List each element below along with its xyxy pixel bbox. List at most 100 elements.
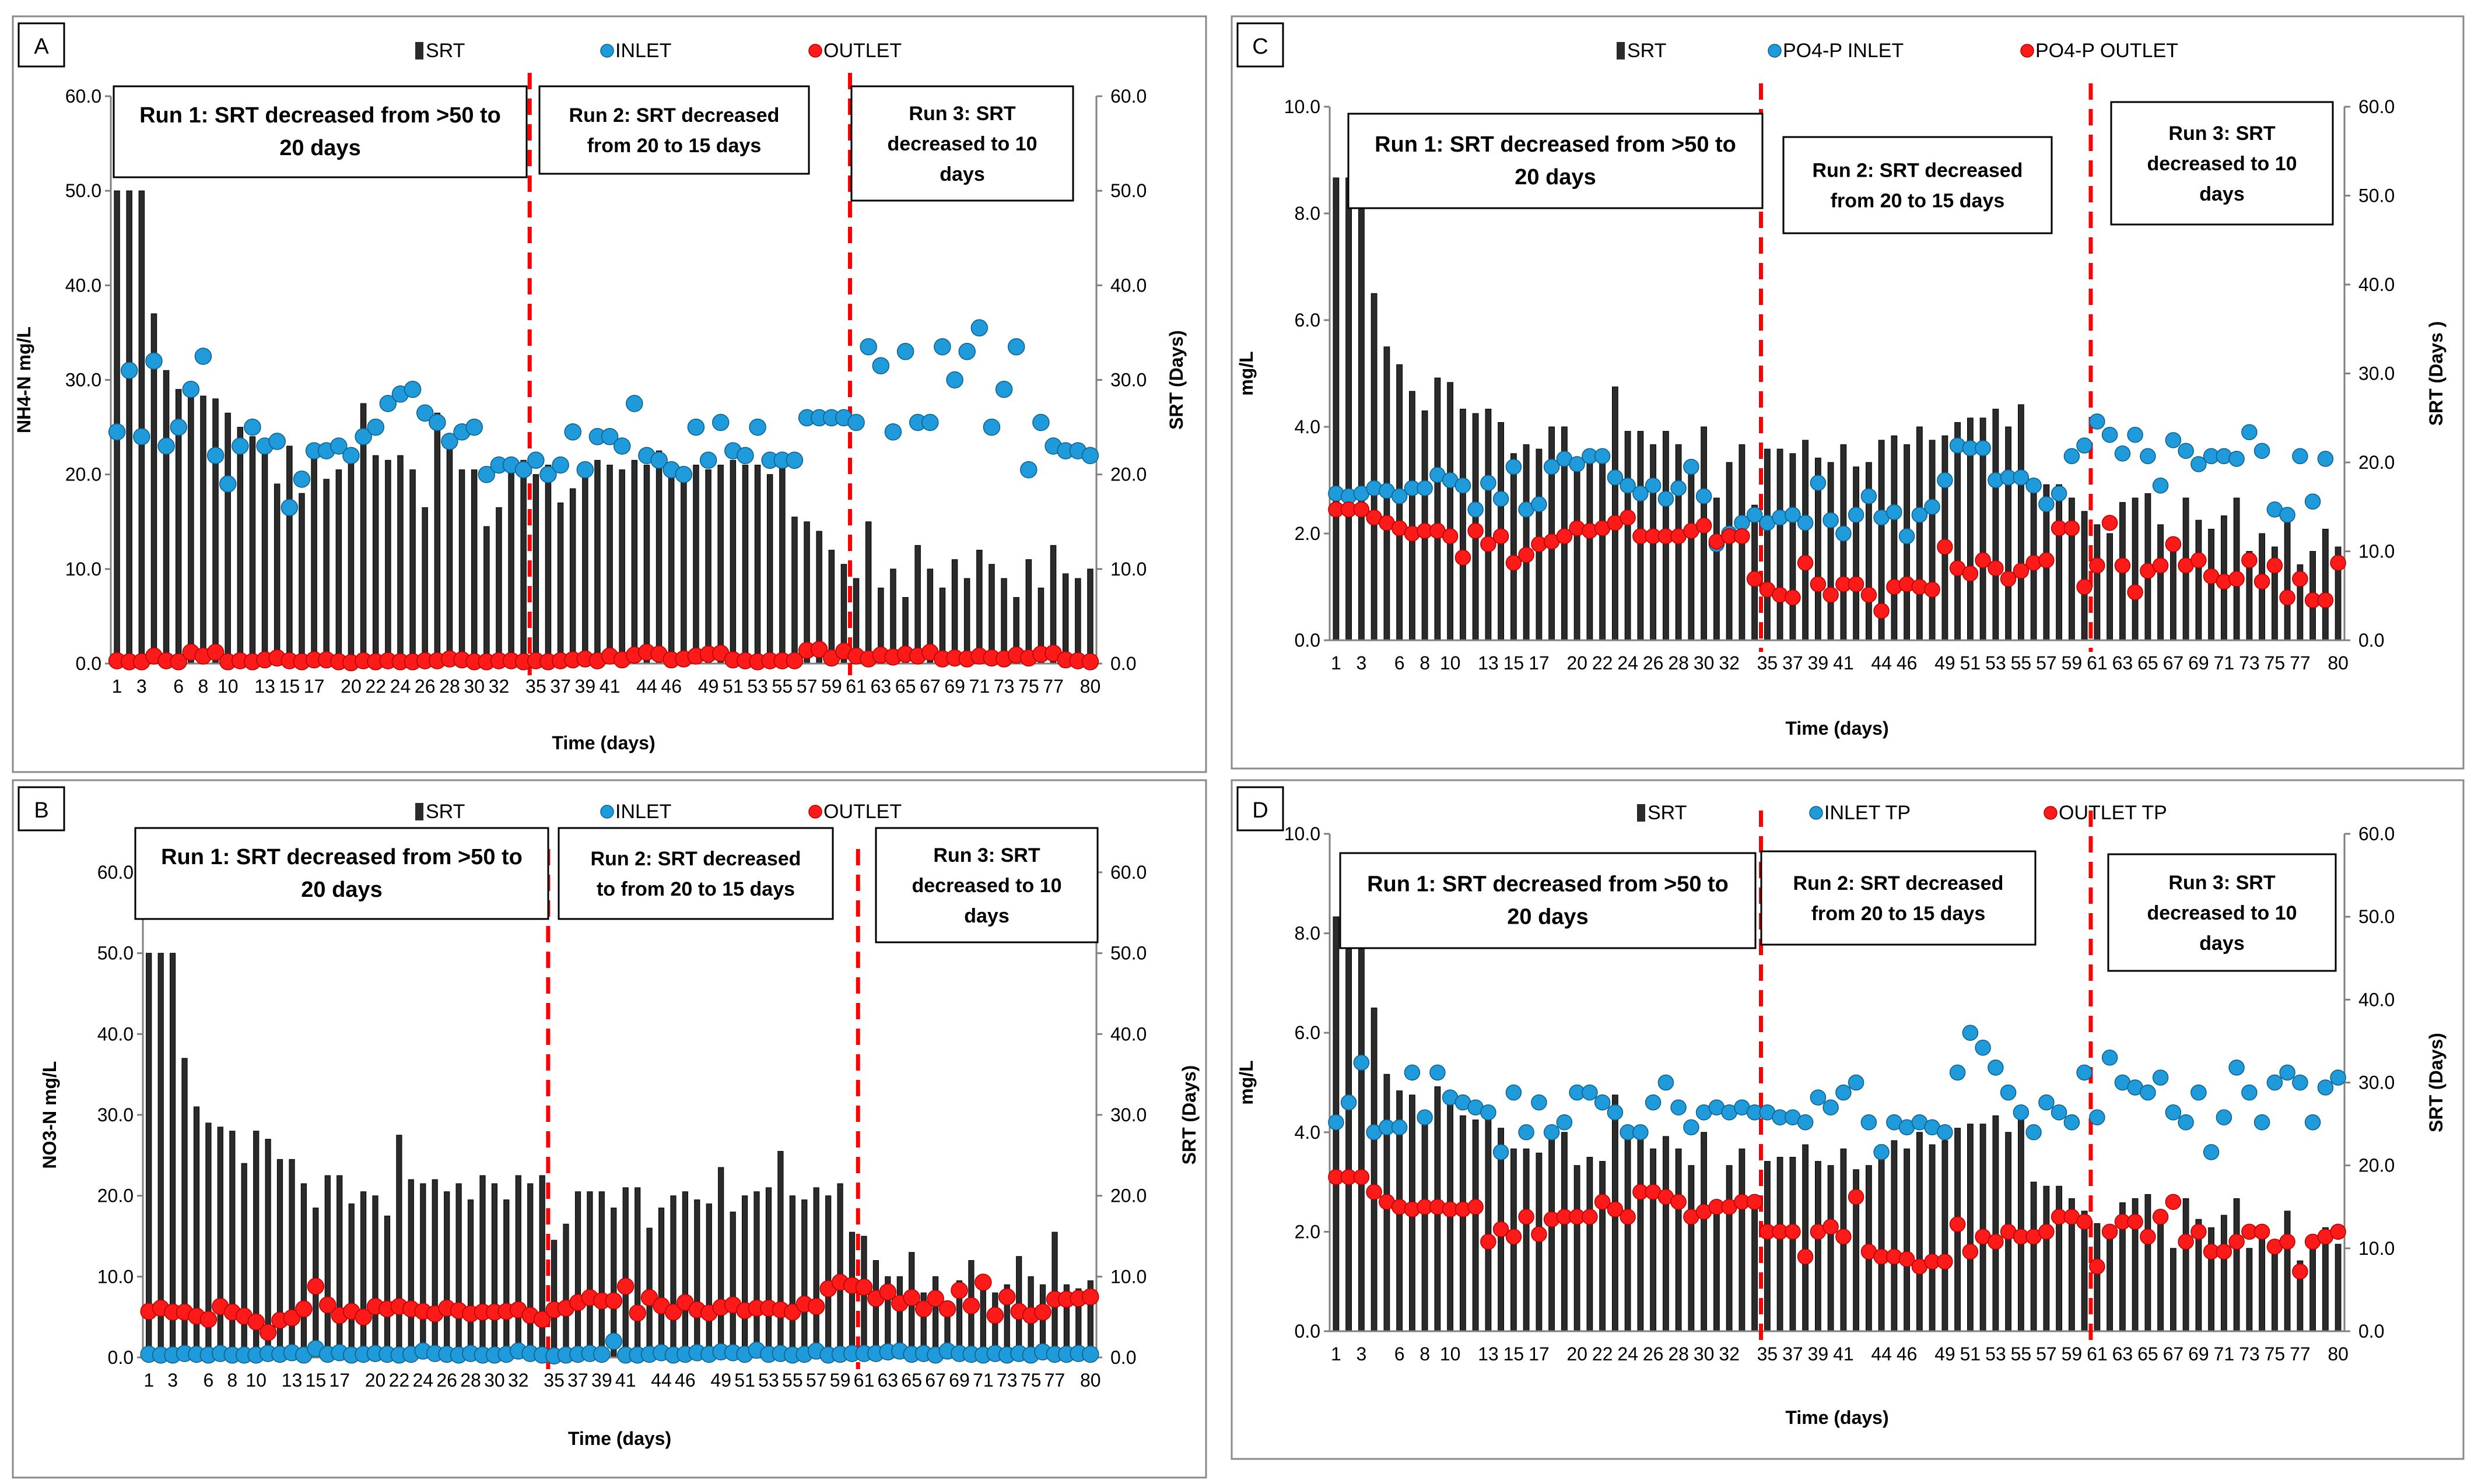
outlet-point: [2076, 1213, 2093, 1230]
run-annotation-text: 20 days: [1507, 905, 1588, 929]
outlet-point: [1860, 587, 1877, 603]
x-tick-label: 15: [306, 1370, 327, 1391]
inlet-point: [281, 499, 299, 517]
x-tick-label: 69: [944, 676, 965, 697]
x-tick-label: 57: [2036, 1343, 2057, 1364]
x-tick-label: 8: [1419, 1343, 1430, 1364]
inlet-point: [539, 465, 557, 483]
srt-bar: [1751, 1202, 1758, 1332]
x-tick-label: 53: [1985, 1343, 2006, 1364]
inlet-point: [1645, 477, 1662, 494]
inlet-point: [2266, 1074, 2283, 1091]
x-tick-label: 35: [525, 676, 546, 697]
run-annotation-box: [1339, 852, 1757, 949]
run-annotation-text: 20 days: [1515, 165, 1596, 190]
inlet-point: [194, 348, 212, 365]
y-tick-label: 10.0: [97, 1266, 134, 1287]
outlet-point: [879, 1283, 897, 1301]
legend-srt-swatch: [415, 42, 423, 59]
inlet-point: [1328, 1114, 1344, 1131]
y-tick-label: 0.0: [1295, 1321, 1320, 1342]
outlet-point: [1835, 1229, 1852, 1245]
inlet-point: [1835, 1084, 1852, 1101]
legend-srt: SRT: [426, 40, 465, 62]
srt-bar: [622, 1187, 629, 1358]
srt-bar: [2056, 484, 2062, 641]
srt-bar: [1713, 1202, 1720, 1332]
outlet-point: [2101, 1223, 2118, 1240]
outlet-point: [2089, 1258, 2105, 1275]
x-tick-label: 26: [1643, 1343, 1664, 1364]
srt-bar: [1904, 1148, 1910, 1332]
x-tick-label: 39: [1808, 652, 1829, 673]
x-tick-label: 49: [1934, 1343, 1955, 1364]
legend-outlet-swatch: [2020, 44, 2034, 58]
x-tick-label: 30: [1694, 1343, 1715, 1364]
inlet-point: [1505, 1084, 1522, 1101]
inlet-point: [737, 447, 754, 464]
inlet-point: [1797, 1114, 1814, 1131]
y-tick-label: 40.0: [65, 275, 101, 296]
inlet-point: [2051, 485, 2067, 502]
x-tick-label: 10: [1440, 1343, 1461, 1364]
run-annotation-text: days: [964, 905, 1010, 927]
x-tick-label: 41: [600, 676, 621, 697]
inlet-point: [1975, 1040, 1991, 1056]
srt-bar: [1472, 1120, 1479, 1332]
panel-d: D SRT INLET TP OUTLET TP0.02.04.06.08.010.0…: [1236, 786, 2447, 1428]
inlet-point: [650, 451, 668, 469]
outlet-point: [903, 1289, 920, 1307]
srt-bar: [323, 479, 330, 664]
x-tick-label: 80: [1080, 1370, 1101, 1391]
run-annotation-box: [1782, 136, 2053, 234]
outlet-point: [2253, 1223, 2270, 1240]
outlet-point: [1505, 555, 1522, 571]
srt-bar: [241, 1163, 247, 1358]
inlet-point: [675, 465, 693, 483]
srt-bar: [791, 517, 798, 664]
srt-bar: [1827, 462, 1834, 641]
run-annotation-text: Run 2: SRT decreased: [1813, 160, 2023, 182]
srt-bar: [976, 549, 983, 664]
inlet-point: [2330, 1069, 2346, 1086]
srt-bar: [2157, 1223, 2164, 1332]
srt-bar: [951, 559, 958, 664]
outlet-point: [1620, 509, 1636, 526]
inlet-point: [2076, 1064, 2093, 1081]
run-annotation-text: from 20 to 15 days: [1811, 903, 1986, 925]
inlet-point: [1353, 1054, 1370, 1071]
outlet-point: [1467, 1199, 1484, 1215]
x-tick-label: 57: [797, 676, 818, 697]
x-tick-label: 69: [2188, 1343, 2209, 1364]
outlet-point: [1518, 1209, 1534, 1225]
outlet-point: [1746, 1194, 1763, 1210]
outlet-point: [1480, 1233, 1496, 1250]
run-annotation-box: [558, 827, 834, 920]
x-tick-label: 17: [329, 1370, 350, 1391]
x-tick-label: 69: [2188, 652, 2209, 673]
srt-bar: [1460, 1115, 1466, 1332]
srt-bar: [2170, 1248, 2176, 1332]
srt-bar: [335, 469, 342, 664]
inlet-point: [2063, 448, 2080, 465]
x-tick-label: 59: [821, 676, 842, 697]
srt-bar: [2182, 1198, 2189, 1332]
inlet-point: [2253, 443, 2270, 459]
outlet-point: [1785, 590, 1801, 606]
srt-bar: [2233, 1198, 2240, 1332]
x-tick-label: 44: [636, 676, 657, 697]
x-tick-label: 53: [747, 676, 768, 697]
srt-bar: [1878, 1144, 1885, 1332]
x-tick-label: 61: [854, 1370, 875, 1391]
run-annotation-box: [538, 85, 810, 175]
y-tick-label: 4.0: [1295, 416, 1320, 437]
outlet-point: [1081, 653, 1099, 671]
inlet-point: [2304, 493, 2321, 510]
x-tick-label: 22: [389, 1370, 410, 1391]
run-annotation-box: [2107, 853, 2337, 972]
outlet-point: [2292, 1263, 2308, 1280]
inlet-point: [170, 418, 187, 436]
srt-bar: [496, 507, 502, 664]
inlet-point: [1007, 338, 1025, 356]
outlet-point: [247, 1313, 265, 1331]
